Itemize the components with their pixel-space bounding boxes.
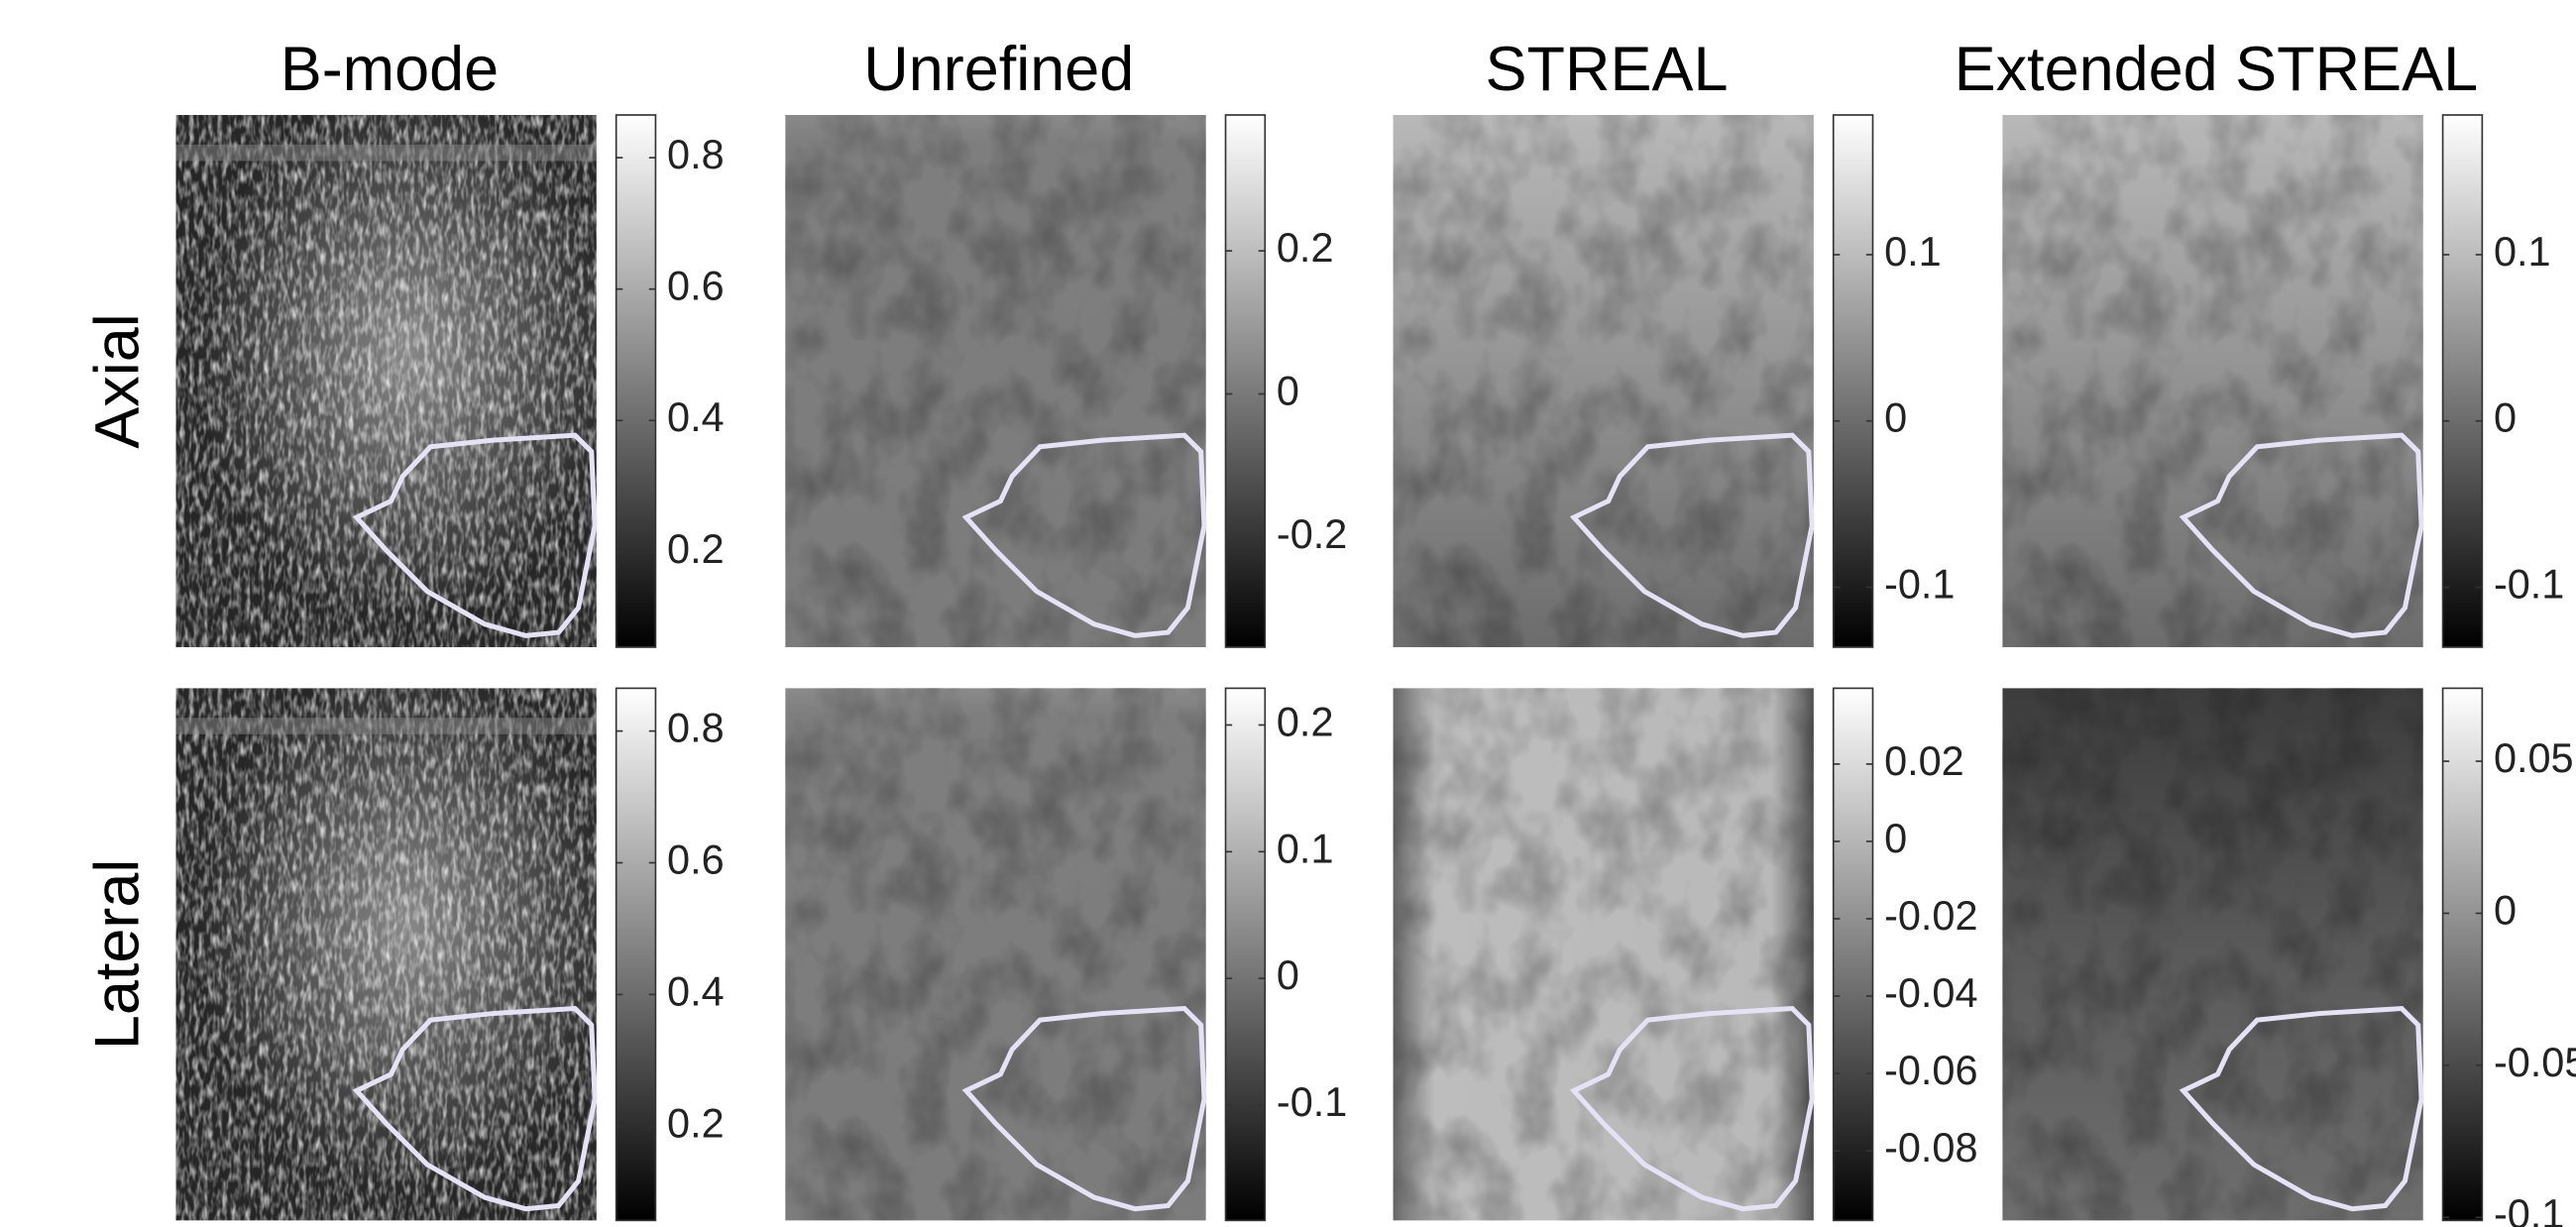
tick-label: 0.4 [667,967,725,1014]
texture [2002,688,2422,1220]
texture [785,688,1205,1220]
tick-label: -0.1 [1277,1078,1347,1125]
tick-label: 0.4 [667,393,725,440]
row-label: Axial [82,313,152,448]
tick-label: 0.2 [667,525,725,572]
texture [2002,115,2422,647]
image-panel [176,115,597,647]
colorbar [1226,115,1266,647]
image-panel [1394,115,1814,647]
tick-label: -0.1 [2494,561,2564,608]
tick-label: 0.2 [667,1099,725,1146]
tick-label: 0.8 [667,131,725,177]
colorbar [1226,688,1266,1220]
image-panel [176,688,597,1220]
tick-label: -0.08 [1884,1124,1977,1171]
image-panel [2002,688,2422,1220]
tick-label: 0 [2494,886,2517,933]
image-panel [785,115,1205,647]
bright-region [176,688,597,1220]
tick-label: 0.2 [1277,698,1334,744]
texture [1394,115,1814,647]
tick-label: -0.1 [1884,561,1955,608]
colorbar [1834,688,1873,1220]
tick-label: 0.6 [667,836,725,882]
tick-label: -0.1 [2494,1190,2564,1227]
bright-region [176,115,597,647]
image-panel [2002,115,2422,647]
tick-label: 0 [1884,394,1907,441]
top-layer [176,145,597,162]
tick-label: 0.2 [1277,224,1334,271]
image-panel [1394,688,1814,1220]
tick-label: -0.02 [1884,892,1977,939]
tick-label: 0.05 [2494,734,2574,781]
tick-label: -0.04 [1884,969,1977,1016]
tick-label: 0.1 [2494,228,2551,275]
texture [785,115,1205,647]
row-label: Lateral [82,859,152,1051]
tick-label: 0 [2494,394,2517,441]
tick-label: 0.02 [1884,737,1964,784]
colorbar [616,688,656,1220]
column-title: Extended STREAL [1955,35,2479,104]
tick-label: -0.2 [1277,510,1347,557]
tick-label: 0 [1884,815,1907,861]
column-title: STREAL [1486,35,1729,104]
texture [1394,688,1814,1220]
tick-label: 0.1 [1884,228,1942,275]
page: B-mode Unrefined STREAL Extended STREAL Axia… [0,0,2576,1227]
colorbar [2443,688,2483,1220]
tick-label: 0 [1277,367,1299,413]
colorbar [2443,115,2483,647]
colorbar [1834,115,1873,647]
image-panel [785,688,1205,1220]
tick-label: -0.05 [2494,1039,2576,1085]
tick-label: 0.6 [667,263,725,309]
tick-label: 0.1 [1277,825,1334,871]
top-layer [176,718,597,734]
column-title: Unrefined [863,35,1134,104]
colorbar [616,115,656,647]
tick-label: -0.06 [1884,1047,1977,1093]
tick-label: 0.8 [667,705,725,751]
figure: B-mode Unrefined STREAL Extended STREAL Axia… [0,0,2576,1227]
column-title: B-mode [280,35,499,104]
tick-label: 0 [1277,951,1299,998]
